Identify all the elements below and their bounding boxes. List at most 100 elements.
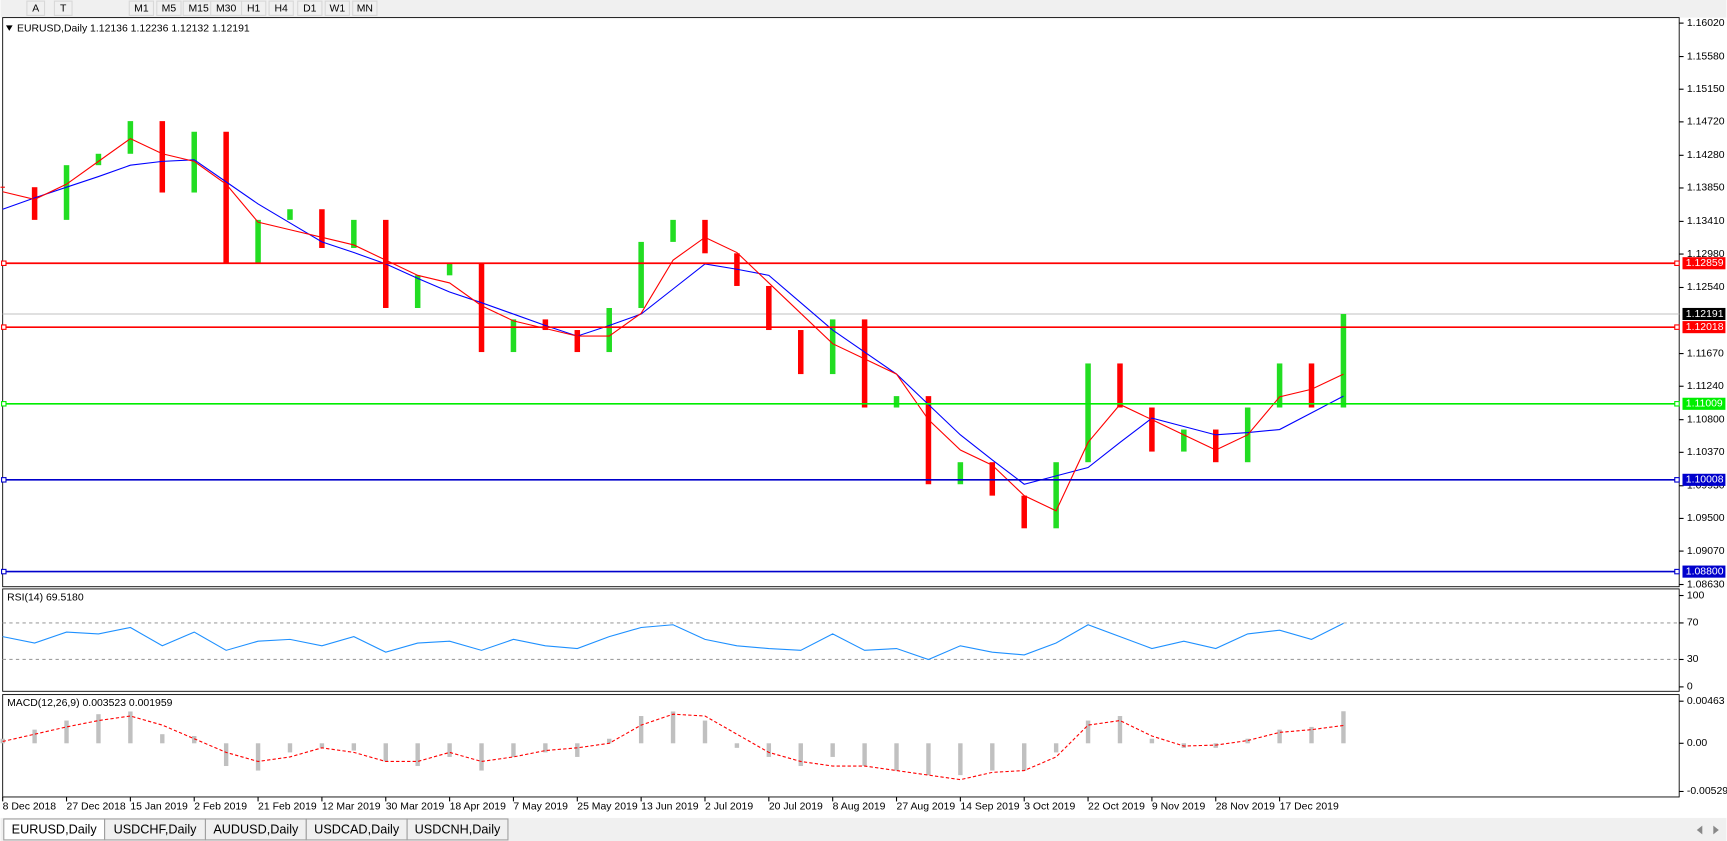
toolbar-button[interactable] [26,0,46,16]
toolbar-button-label[interactable]: H4 [275,4,289,15]
histogram-bar [447,743,452,757]
toolbar-button[interactable] [268,0,294,16]
chart-tab-label[interactable]: USDCNH,Daily [415,822,501,836]
chart-tab-label[interactable]: USDCHF,Daily [114,822,198,836]
candle [1308,363,1315,408]
x-tick-label: 12 Mar 2019 [322,802,381,813]
y-tick-label: 30 [1687,654,1699,665]
toolbar-button[interactable] [297,0,323,16]
histogram-bar [862,743,867,767]
chart-tab-label[interactable]: AUDUSD,Daily [213,822,299,836]
y-tick-label: 1.09500 [1687,513,1725,524]
y-tick-label: 1.10800 [1687,414,1725,425]
candle [829,319,836,375]
candle [223,131,229,264]
level-label-box [1682,473,1726,486]
level-handle[interactable] [1674,477,1680,483]
toolbar-button[interactable] [128,0,155,16]
y-tick-label: -0.005299 [1687,786,1727,797]
toolbar-button[interactable] [53,0,73,16]
toolbar-button-label[interactable]: D1 [303,4,317,15]
histogram-bar [223,743,229,767]
histogram-bar [1117,716,1123,744]
level-handle[interactable] [1674,324,1680,330]
candle [1085,363,1091,463]
histogram-bar [670,711,676,744]
histogram-bar [1053,743,1059,753]
candle [191,131,197,193]
chart-tab-label[interactable]: USDCAD,Daily [314,822,400,836]
x-tick-label: 22 Oct 2019 [1088,802,1145,813]
candle [95,153,102,166]
level-label-box [1682,321,1726,334]
toolbar-button-label[interactable]: W1 [329,4,345,15]
toolbar-button-label[interactable]: M1 [134,4,149,15]
histogram-bar [383,743,388,762]
x-tick-label: 27 Aug 2019 [897,802,956,813]
level-label-box [1682,257,1726,270]
level-handle[interactable] [1,401,7,407]
level-handle[interactable] [1,568,7,575]
histogram-bar [1149,738,1155,744]
rsi-panel [2,588,1680,692]
scroll-left[interactable] [1696,825,1703,835]
histogram-bar [990,743,995,771]
candle [159,121,166,193]
collapse-arrow[interactable] [5,25,13,31]
candle [542,319,549,331]
toolbar-button[interactable] [241,0,267,16]
histogram-bar [255,743,261,771]
chart-tab-label[interactable]: EURUSD,Daily [12,822,98,836]
x-tick-label: 2 Feb 2019 [194,802,247,813]
x-tick-label: 30 Mar 2019 [386,802,445,813]
y-tick-label: 1.14280 [1687,150,1725,161]
level-handle[interactable] [1674,401,1680,407]
y-tick-label: 1.13410 [1687,216,1725,227]
level-label: 1.12018 [1686,322,1724,333]
toolbar-button[interactable] [156,0,182,16]
toolbar-button[interactable] [324,0,350,16]
y-tick-label: 1.15580 [1687,51,1725,62]
candle [606,307,612,353]
level-handle[interactable] [1674,568,1680,575]
histogram-bar [894,743,899,771]
histogram-bar [319,743,325,748]
y-tick-label: 1.11670 [1687,348,1724,359]
toolbar-button-label[interactable]: A [32,4,39,15]
toolbar-button-label[interactable]: M5 [162,4,177,15]
x-tick-label: 8 Aug 2019 [833,802,886,813]
histogram-bar [351,743,357,751]
x-tick-label: 13 Jun 2019 [641,802,699,813]
y-tick-label: 0.00463 [1687,696,1725,707]
candle [798,330,804,375]
toolbar-button-label[interactable]: M30 [216,4,236,15]
candle [925,396,932,485]
y-tick-label: 0 [1687,682,1693,693]
toolbar-button[interactable] [352,0,378,16]
level-label-box [1682,565,1726,578]
level-handle[interactable] [1,477,7,483]
histogram-bar [287,743,293,753]
level-handle[interactable] [1,260,7,267]
histogram-bar [192,736,197,744]
y-tick-label: 1.14720 [1687,117,1725,128]
y-tick-label: 1.09070 [1687,546,1725,557]
scroll-right[interactable] [1713,825,1719,835]
candle [702,219,708,254]
level-handle[interactable] [1674,260,1680,267]
x-tick-label: 8 Dec 2018 [3,802,57,813]
histogram-bar [415,743,420,767]
y-tick-label: 1.12980 [1687,249,1725,260]
candle [287,209,293,220]
candle [127,121,134,154]
candle [1021,495,1027,529]
chart-tab[interactable] [406,818,509,841]
level-handle[interactable] [1,324,7,330]
toolbar-button-label[interactable]: M15 [188,4,208,15]
candle [574,330,581,353]
toolbar-button-label[interactable]: T [60,4,67,15]
toolbar-button-label[interactable]: H1 [247,4,261,15]
toolbar-button-label[interactable]: MN [357,4,373,15]
